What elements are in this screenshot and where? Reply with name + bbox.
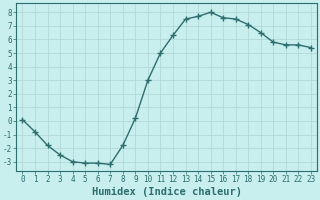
X-axis label: Humidex (Indice chaleur): Humidex (Indice chaleur) bbox=[92, 187, 242, 197]
